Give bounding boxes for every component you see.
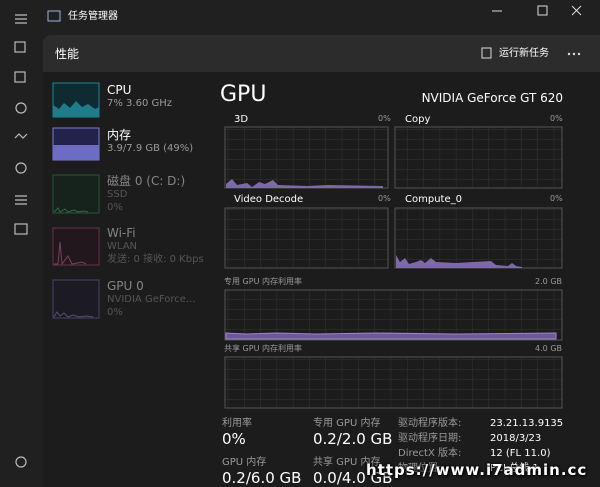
sidebar-detail: WLAN xyxy=(107,241,138,252)
stat-value: 0.2/6.0 GB xyxy=(222,469,302,487)
page-title: 性能 xyxy=(55,47,80,61)
engine-name: Video Decode xyxy=(234,194,304,205)
header-bar xyxy=(43,35,600,72)
engine-value: 0% xyxy=(550,194,563,203)
sidebar-detail: 3.9/7.9 GB (49%) xyxy=(107,143,194,154)
engine-name: Copy xyxy=(405,114,431,125)
stat-label: GPU 内存 xyxy=(222,457,267,468)
sidebar-extra: 0% xyxy=(107,307,123,318)
stat-label: 共享 GPU 内存 xyxy=(313,457,381,468)
memory-graph-label: 共享 GPU 内存利用率 xyxy=(224,344,302,353)
engine-value: 0% xyxy=(550,114,563,123)
nav-icons[interactable] xyxy=(14,14,28,468)
sidebar-name[interactable]: 磁盘 0 (C: D:) xyxy=(107,174,186,188)
stat-value: 0.2/2.0 GB xyxy=(313,430,393,448)
engine-graphs xyxy=(224,126,563,409)
engine-name: Compute_0 xyxy=(405,194,462,205)
sidebar-thumbs xyxy=(52,82,100,319)
property-value: 12 (FL 11.0) xyxy=(490,448,551,459)
sidebar-name[interactable]: 内存 xyxy=(107,128,132,142)
property-value: PCI 总线 1 xyxy=(490,463,539,474)
run-task-icon[interactable] xyxy=(481,47,492,59)
stat-label: 利用率 xyxy=(222,418,252,429)
sidebar-extra: 发送: 0 接收: 0 Kbps xyxy=(107,254,204,265)
sidebar-detail: SSD xyxy=(107,189,128,200)
engine-value: 0% xyxy=(378,114,391,123)
property-label: DirectX 版本: xyxy=(398,448,462,459)
app-icon xyxy=(47,10,61,22)
sidebar-name[interactable]: Wi-Fi xyxy=(107,226,136,240)
stat-label: 专用 GPU 内存 xyxy=(313,418,381,429)
stat-value: 0.0/4.0 GB xyxy=(313,469,393,487)
engine-name: 3D xyxy=(234,114,249,125)
engine-value: 0% xyxy=(378,194,391,203)
sidebar-name[interactable]: GPU 0 xyxy=(107,279,144,293)
more-menu[interactable] xyxy=(567,52,581,56)
gpu-model: NVIDIA GeForce GT 620 xyxy=(421,91,563,105)
window-title: 任务管理器 xyxy=(68,11,118,22)
property-label: 驱动程序版本: xyxy=(398,418,462,429)
memory-graph-label: 专用 GPU 内存利用率 xyxy=(224,277,302,286)
watermark: https://www.i7admin.cc xyxy=(366,461,588,479)
sidebar-name[interactable]: CPU xyxy=(107,83,132,97)
stat-value: 0% xyxy=(222,430,246,448)
run-new-task[interactable]: 运行新任务 xyxy=(499,48,549,59)
property-value: 2018/3/23 xyxy=(490,433,542,444)
gpu-heading: GPU xyxy=(220,82,267,107)
sidebar-extra: 0% xyxy=(107,202,123,213)
memory-graph-max: 2.0 GB xyxy=(535,277,562,286)
sidebar-detail: 7% 3.60 GHz xyxy=(107,98,173,109)
memory-graph-max: 4.0 GB xyxy=(535,344,562,353)
property-value: 23.21.13.9135 xyxy=(490,418,564,429)
property-label: 物理位置: xyxy=(398,463,442,474)
sidebar-detail: NVIDIA GeForce... xyxy=(107,294,196,305)
property-label: 驱动程序日期: xyxy=(398,433,462,444)
window-controls[interactable] xyxy=(492,5,582,16)
